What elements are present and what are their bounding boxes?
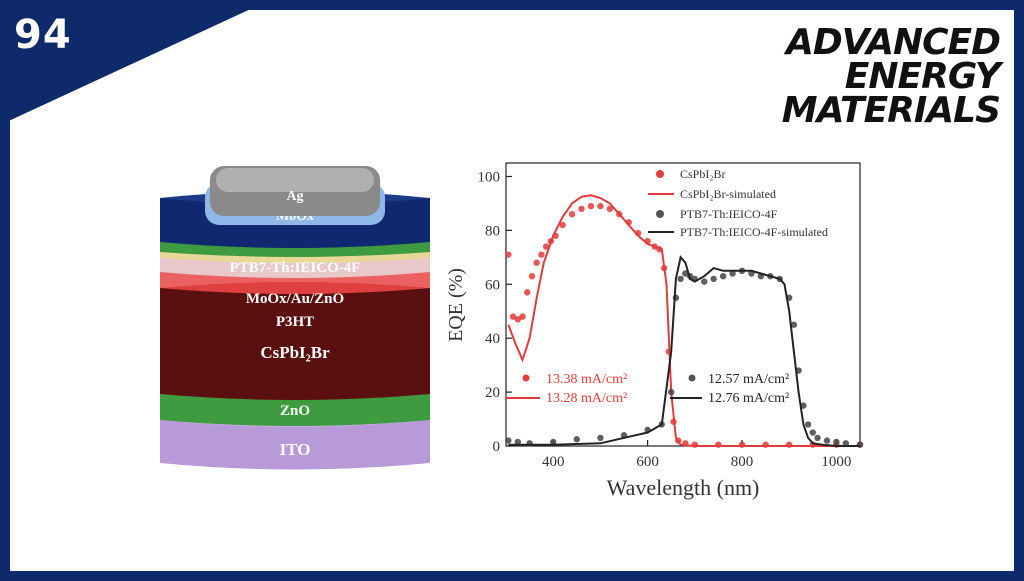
data-point-series-2 bbox=[842, 440, 850, 447]
data-point-series-2 bbox=[804, 421, 812, 428]
layer-label-ag: Ag bbox=[286, 189, 303, 204]
y-axis-label: EQE (%) bbox=[445, 268, 467, 342]
data-point-series-0 bbox=[514, 316, 521, 323]
y-tick-label: 60 bbox=[485, 277, 500, 293]
data-point-series-0 bbox=[528, 273, 536, 280]
series-line-1 bbox=[507, 194, 860, 447]
y-tick-label: 100 bbox=[478, 169, 501, 185]
annotation-marker-perovskite bbox=[522, 374, 530, 382]
data-point-series-2 bbox=[814, 434, 821, 442]
layer-p3ht-shape bbox=[160, 272, 430, 294]
data-point-series-2 bbox=[701, 278, 708, 285]
data-point-series-0 bbox=[606, 205, 614, 213]
data-point-series-2 bbox=[823, 437, 831, 444]
data-point-series-2 bbox=[833, 438, 840, 446]
series-line-3 bbox=[508, 255, 860, 447]
layer-label-ito: ITO bbox=[280, 440, 311, 459]
data-point-series-0 bbox=[542, 243, 550, 250]
layer-zno-shape bbox=[160, 394, 430, 426]
annotation-organic-measured: 12.57 mA/cm² bbox=[708, 372, 789, 387]
data-point-series-2 bbox=[677, 275, 684, 283]
data-point-series-2 bbox=[729, 270, 736, 277]
y-tick-label: 80 bbox=[485, 223, 500, 239]
x-tick-label: 400 bbox=[542, 454, 565, 470]
annotation-organic-simulated: 12.76 mA/cm² bbox=[708, 391, 789, 406]
layer-label-ptb7: PTB7-Th:IEICO-4F bbox=[230, 260, 361, 276]
legend: CsPbI₂Br CsPbI₂Br-simulated PTB7-Th:IEIC… bbox=[648, 167, 828, 239]
data-point-series-2 bbox=[505, 437, 512, 444]
annotation-perovskite-measured: 13.38 mA/cm² bbox=[546, 372, 627, 387]
layer-label-zno: ZnO bbox=[280, 403, 310, 419]
logo-line-2: ENERGY bbox=[844, 56, 1001, 97]
legend-label-perovskite-sim: CsPbI₂Br-simulated bbox=[680, 187, 776, 201]
data-point-series-0 bbox=[505, 251, 512, 258]
layer-ito-shape bbox=[160, 420, 430, 470]
data-point-series-2 bbox=[597, 434, 604, 442]
legend-label-organic-sim: PTB7-Th:IEICO-4F-simulated bbox=[680, 225, 828, 239]
data-point-series-0 bbox=[519, 313, 526, 320]
annotation-perovskite-simulated: 13.28 mA/cm² bbox=[546, 391, 627, 406]
legend-label-organic: PTB7-Th:IEICO-4F bbox=[680, 207, 778, 221]
data-point-series-0 bbox=[587, 202, 595, 210]
data-point-series-2 bbox=[710, 275, 717, 283]
layer-label-interconnect: MoOx/Au/ZnO bbox=[246, 291, 344, 307]
y-axis-ticks: 0 20 40 60 80 100 bbox=[478, 169, 512, 455]
data-point-series-0 bbox=[578, 205, 585, 213]
x-axis-label: Wavelength (nm) bbox=[607, 475, 760, 500]
data-point-series-2 bbox=[809, 429, 816, 436]
annotation-marker-organic bbox=[688, 374, 696, 382]
layer-label-p3ht: P3HT bbox=[276, 314, 314, 330]
data-point-series-2 bbox=[550, 438, 557, 446]
layer-perovskite-shape bbox=[160, 288, 430, 400]
data-point-series-0 bbox=[559, 221, 566, 229]
data-point-series-2 bbox=[719, 273, 727, 280]
data-point-series-2 bbox=[682, 270, 689, 277]
data-point-series-2 bbox=[668, 388, 675, 396]
journal-logo: ADVANCED ENERGY MATERIALS bbox=[760, 22, 1001, 131]
eqe-chart: 400 600 800 1000 0 20 40 60 80 100 Wavelength (n… bbox=[445, 162, 864, 500]
data-point-series-0 bbox=[597, 202, 604, 210]
data-point-series-2 bbox=[573, 436, 580, 443]
device-stack: ITO ZnO CsPbI₂Br P3HT MoOx/Au/ZnO PTB7-T… bbox=[160, 166, 430, 470]
x-tick-label: 1000 bbox=[821, 454, 851, 470]
plot-frame bbox=[505, 162, 861, 447]
logo-line-3: MATERIALS bbox=[781, 90, 1001, 131]
legend-marker-organic bbox=[656, 210, 664, 218]
y-tick-label: 40 bbox=[485, 331, 500, 347]
data-point-series-0 bbox=[568, 211, 576, 218]
data-point-series-0 bbox=[509, 313, 517, 320]
data-point-series-2 bbox=[790, 321, 798, 328]
x-tick-label: 600 bbox=[636, 454, 659, 470]
data-point-series-0 bbox=[524, 289, 531, 296]
data-point-series-0 bbox=[533, 259, 540, 266]
layer-interconnect-shape bbox=[160, 258, 430, 278]
slide-number: 94 bbox=[14, 12, 72, 58]
series-layer bbox=[505, 194, 864, 448]
corner-banner bbox=[0, 0, 270, 125]
data-point-series-2 bbox=[514, 438, 521, 446]
legend-marker-perovskite bbox=[656, 170, 664, 178]
legend-label-perovskite: CsPbI₂Br bbox=[680, 167, 726, 181]
y-tick-label: 20 bbox=[485, 385, 500, 401]
data-point-series-0 bbox=[538, 251, 545, 258]
logo-line-1: ADVANCED bbox=[785, 22, 1001, 63]
layer-label-perovskite: CsPbI₂Br bbox=[260, 343, 330, 362]
y-tick-label: 0 bbox=[493, 439, 501, 455]
x-tick-label: 800 bbox=[731, 454, 754, 470]
